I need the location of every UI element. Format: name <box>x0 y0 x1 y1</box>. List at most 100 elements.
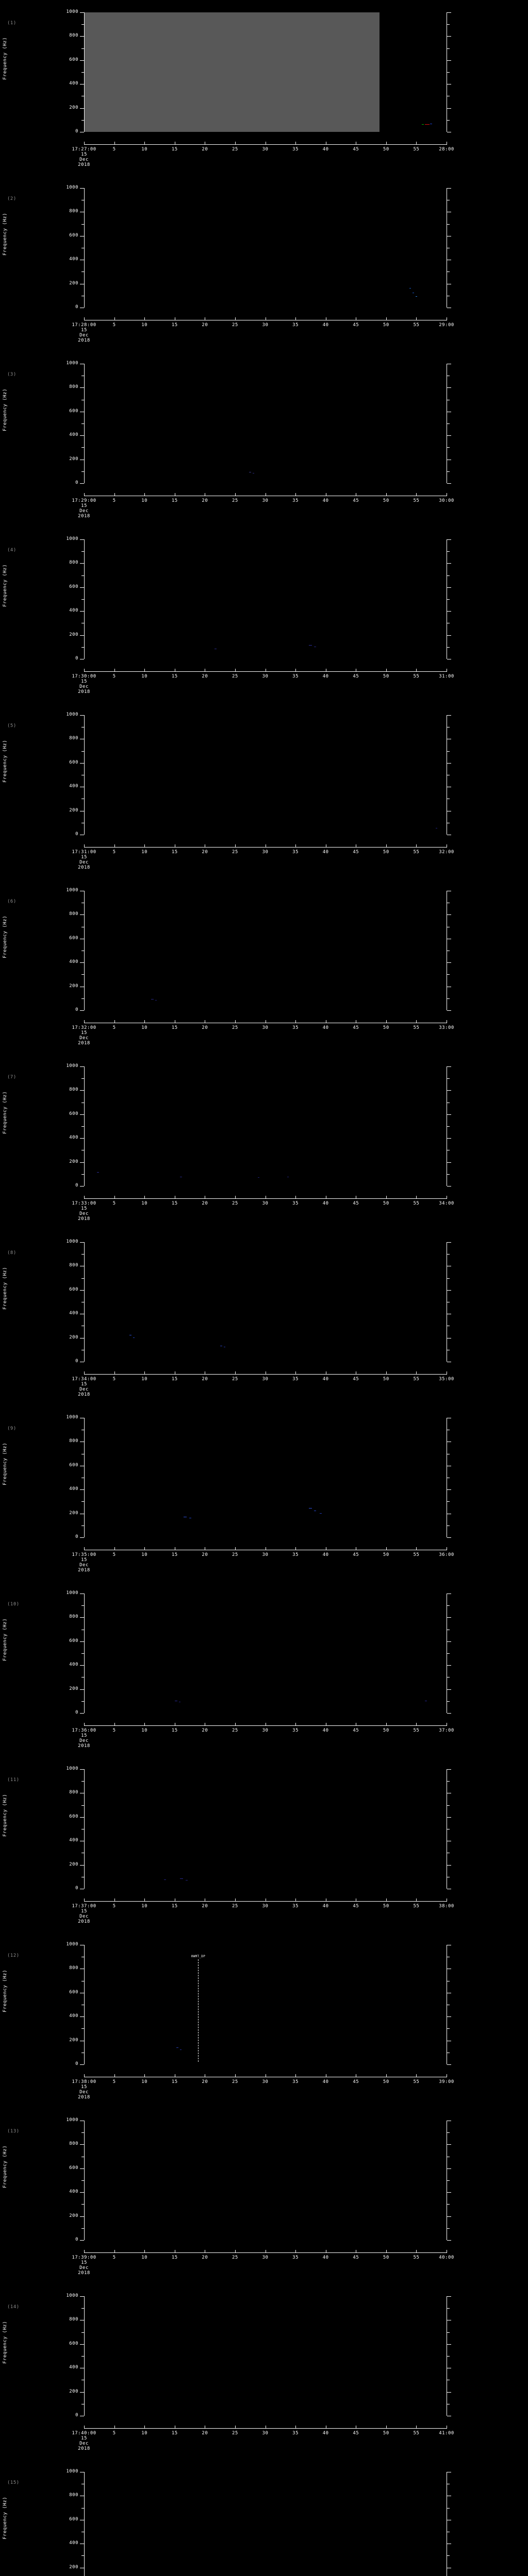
x-tick <box>295 1196 296 1198</box>
y-tick-label: 200 <box>69 456 78 462</box>
y-tick <box>447 1701 450 1702</box>
panel-index-label: (6) <box>7 899 16 904</box>
x-tick <box>84 1547 85 1550</box>
x-tick <box>144 142 145 144</box>
x-tick <box>235 2426 236 2428</box>
x-tick-label: 55 <box>413 1025 420 1030</box>
y-axis-left <box>80 2121 85 2241</box>
y-tick <box>447 1174 450 1175</box>
y-tick-label: 0 <box>75 2061 78 2066</box>
y-tick <box>80 1769 84 1770</box>
x-tick <box>295 317 296 320</box>
plot-area-14 <box>84 2296 447 2416</box>
x-tick-label: 40 <box>322 323 329 328</box>
y-tick <box>80 1865 84 1866</box>
y-tick-label: 0 <box>75 480 78 485</box>
x-tick-label: 15 <box>171 498 178 503</box>
y-tick <box>447 423 450 424</box>
x-tick-label: 35 <box>292 674 299 679</box>
x-tick <box>84 142 85 144</box>
x-tick <box>386 317 387 320</box>
y-tick-label: 200 <box>69 807 78 813</box>
x-tick-label: 40 <box>322 1201 329 1206</box>
x-tick <box>114 1371 115 1374</box>
x-tick-label: 20 <box>202 1728 208 1733</box>
y-tick-label: 800 <box>69 911 78 917</box>
x-tick <box>84 669 85 671</box>
x-tick <box>386 2426 387 2428</box>
x-tick-label: 25 <box>232 2079 238 2084</box>
x-tick-label: 45 <box>353 1377 359 1382</box>
x-tick-label: 15 <box>171 1552 178 1557</box>
y-tick-label: 400 <box>69 81 78 87</box>
y-tick-label: 600 <box>69 1638 78 1643</box>
detection-mark <box>319 1513 322 1514</box>
x-tick-label: 20 <box>202 147 208 152</box>
panel-5: (5) Frequency (Hz) 0 200 400 600 800 1000 17:31:… <box>0 704 528 879</box>
y-tick <box>447 1653 450 1654</box>
y-tick <box>80 12 84 13</box>
x-tick <box>144 317 145 320</box>
y-tick <box>447 1713 451 1714</box>
x-axis-date-day: 15 <box>81 328 87 333</box>
x-tick-label: 35 <box>292 498 299 503</box>
x-axis-date-year: 2018 <box>78 689 90 694</box>
y-tick <box>80 715 84 716</box>
x-tick-label: 15 <box>171 2079 178 2084</box>
x-axis-date-day: 15 <box>81 679 87 684</box>
x-tick-label: 45 <box>353 1552 359 1557</box>
x-tick-label: 10 <box>141 1728 148 1733</box>
x-tick-label: 5 <box>112 2431 116 2436</box>
x-axis <box>84 844 447 848</box>
y-tick-label: 600 <box>69 1286 78 1292</box>
x-tick-label: 40 <box>322 147 329 152</box>
y-tick-label: 200 <box>69 1510 78 1516</box>
x-tick-label: 50 <box>383 2431 389 2436</box>
x-tick-label: 5 <box>112 1025 116 1030</box>
y-tick-label: 600 <box>69 232 78 238</box>
x-tick <box>144 1547 145 1550</box>
x-tick-label: 55 <box>413 2431 420 2436</box>
y-tick <box>81 224 84 225</box>
x-tick-label: 45 <box>353 2255 359 2260</box>
x-tick-label: 17:34:00 15 Dec 2018 <box>72 1377 96 1397</box>
detection-mark <box>163 1879 166 1880</box>
y-tick-label: 400 <box>69 1135 78 1141</box>
y-tick <box>447 715 451 716</box>
y-tick-label: 200 <box>69 280 78 286</box>
y-tick-label: 200 <box>69 1159 78 1164</box>
panel-index-label: (14) <box>7 2304 20 2310</box>
x-tick-label: 50 <box>383 850 389 855</box>
y-tick-label: 600 <box>69 2165 78 2171</box>
detection-mark <box>133 1337 135 1338</box>
y-tick-label: 1000 <box>66 1766 78 1771</box>
y-tick <box>447 611 451 612</box>
x-tick-label: 45 <box>353 498 359 503</box>
y-axis-left <box>80 1242 85 1362</box>
x-tick-label: 28:00 <box>439 147 454 152</box>
y-tick-label: 600 <box>69 2341 78 2346</box>
x-tick-label: 15 <box>171 1904 178 1909</box>
x-axis-date-day: 15 <box>81 2084 87 2090</box>
x-tick-label: 45 <box>353 1201 359 1206</box>
y-tick-label: 200 <box>69 105 78 110</box>
x-tick-label: 17:28:00 15 Dec 2018 <box>72 323 96 343</box>
x-tick-label: 29:00 <box>439 323 454 328</box>
y-tick-label: 600 <box>69 1989 78 1995</box>
x-tick-label: 17:37:00 15 Dec 2018 <box>72 1904 96 1924</box>
x-tick <box>235 1723 236 1725</box>
y-tick <box>447 1162 451 1163</box>
y-tick <box>447 60 451 61</box>
x-tick-label: 5 <box>112 498 116 503</box>
x-axis-date-month: Dec <box>79 1738 89 1743</box>
y-tick <box>80 587 84 588</box>
y-tick-label: 0 <box>75 1183 78 1188</box>
x-tick-label: 50 <box>383 674 389 679</box>
x-tick <box>84 1723 85 1725</box>
y-tick <box>447 483 451 484</box>
y-tick <box>447 2308 450 2309</box>
y-tick-label: 0 <box>75 1886 78 1891</box>
x-tick-label: 20 <box>202 674 208 679</box>
y-tick-label: 600 <box>69 759 78 765</box>
detection-mark <box>409 287 411 289</box>
